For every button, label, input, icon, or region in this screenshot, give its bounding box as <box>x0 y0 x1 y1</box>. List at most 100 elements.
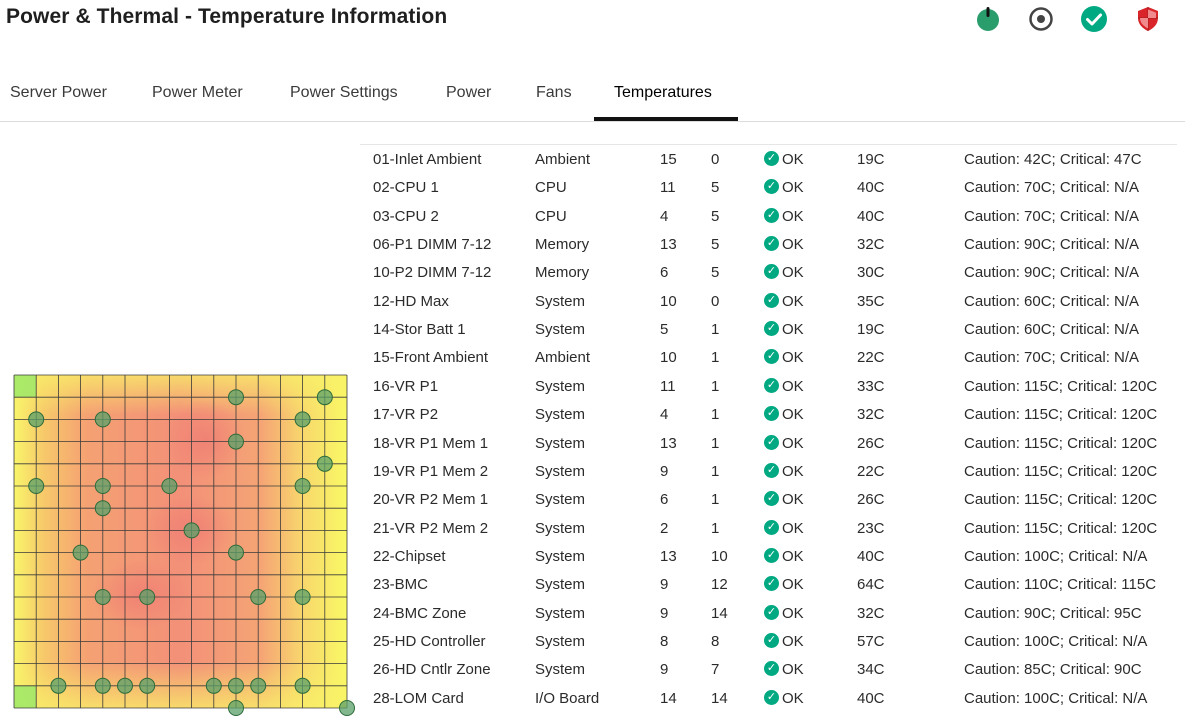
sensor-marker[interactable] <box>294 677 311 694</box>
tab-server-power[interactable]: Server Power <box>10 84 107 101</box>
sensor-marker[interactable] <box>139 677 156 694</box>
sensor-x: 6 <box>660 264 669 282</box>
sensor-reading: 32C <box>857 406 885 424</box>
sensor-name: 10-P2 DIMM 7-12 <box>373 264 492 282</box>
sensor-marker[interactable] <box>250 677 267 694</box>
sensor-reading: 57C <box>857 632 885 650</box>
sensor-marker[interactable] <box>316 389 333 406</box>
sensor-status: OK <box>782 434 804 452</box>
sensor-marker[interactable] <box>228 389 244 406</box>
sensor-x: 6 <box>660 491 669 509</box>
sensor-marker[interactable] <box>28 478 45 494</box>
sensor-x: 13 <box>660 547 677 565</box>
sensor-x: 14 <box>660 689 677 707</box>
sensor-thresholds: Caution: 70C; Critical: N/A <box>964 207 1140 225</box>
health-ok-icon[interactable] <box>1080 5 1108 33</box>
table-row: 03-CPU 2 CPU 4 5 OK 40C Caution: 70C; Critical… <box>360 202 1185 230</box>
sensor-marker[interactable] <box>294 411 311 428</box>
sensor-marker[interactable] <box>250 589 267 605</box>
table-row: 10-P2 DIMM 7-12 Memory 6 5 OK 30C Caution: 90C… <box>360 258 1185 286</box>
sensor-thresholds: Caution: 90C; Critical: 95C <box>964 604 1142 622</box>
sensor-marker[interactable] <box>94 411 111 428</box>
sensor-status: OK <box>782 151 804 168</box>
sensor-reading: 40C <box>857 179 885 197</box>
table-row: 28-LOM Card I/O Board 14 14 OK 40C Caution: 10… <box>360 684 1185 712</box>
sensor-reading: 40C <box>857 689 885 707</box>
table-row: 21-VR P2 Mem 2 System 2 1 OK 23C Caution: 115C… <box>360 514 1185 542</box>
sensor-name: 01-Inlet Ambient <box>373 151 482 168</box>
sensor-marker[interactable] <box>139 589 156 605</box>
sensor-name: 19-VR P1 Mem 2 <box>373 462 489 480</box>
table-row: 19-VR P1 Mem 2 System 9 1 OK 22C Caution: 115C… <box>360 457 1185 485</box>
sensor-status: OK <box>782 491 804 509</box>
sensor-reading: 40C <box>857 207 885 225</box>
sensor-context: Ambient <box>535 349 591 367</box>
sensor-context: System <box>535 434 586 452</box>
sensor-context: System <box>535 604 586 622</box>
sensor-marker[interactable] <box>94 677 111 694</box>
sensor-thresholds: Caution: 70C; Critical: N/A <box>964 349 1140 367</box>
sensor-marker[interactable] <box>228 677 244 694</box>
sensor-status: OK <box>782 349 804 367</box>
tab-power-settings[interactable]: Power Settings <box>290 84 398 101</box>
sensor-name: 24-BMC Zone <box>373 604 467 622</box>
sensor-marker[interactable] <box>294 478 311 494</box>
sensor-status: OK <box>782 207 804 225</box>
sensor-marker[interactable] <box>72 544 89 561</box>
sensor-marker[interactable] <box>50 677 67 694</box>
sensor-x: 11 <box>660 179 676 197</box>
sensor-x: 9 <box>660 661 669 679</box>
sensor-marker[interactable] <box>117 677 133 694</box>
sensor-y: 14 <box>711 689 728 707</box>
status-ok-icon: ✓ <box>764 264 779 280</box>
sensor-thresholds: Caution: 115C; Critical: 120C <box>964 462 1158 480</box>
sensor-y: 5 <box>711 264 720 282</box>
sensor-marker[interactable] <box>316 455 333 472</box>
sensor-marker[interactable] <box>94 589 111 605</box>
sensor-y: 1 <box>711 321 720 339</box>
sensor-name: 23-BMC <box>373 576 429 594</box>
sensor-context: System <box>535 576 586 594</box>
tab-power-meter[interactable]: Power Meter <box>152 84 243 101</box>
sensor-marker[interactable] <box>228 544 244 561</box>
table-row: 24-BMC Zone System 9 14 OK 32C Caution: 90C; C… <box>360 599 1185 627</box>
uid-indicator-icon[interactable] <box>1027 5 1055 33</box>
table-row: 18-VR P1 Mem 1 System 13 1 OK 26C Caution: 115… <box>360 429 1185 457</box>
sensor-thresholds: Caution: 115C; Critical: 120C <box>964 406 1158 424</box>
sensor-x: 10 <box>660 349 677 367</box>
sensor-x: 9 <box>660 576 669 594</box>
sensor-reading: 32C <box>857 604 885 622</box>
sensor-status: OK <box>782 264 804 282</box>
tab-fans[interactable]: Fans <box>536 84 572 101</box>
sensor-marker[interactable] <box>161 478 178 494</box>
status-ok-icon: ✓ <box>764 179 779 195</box>
status-ok-icon: ✓ <box>764 207 779 223</box>
sensor-y: 1 <box>711 349 720 367</box>
temperature-heatmap <box>0 360 360 718</box>
tab-power[interactable]: Power <box>446 84 492 101</box>
sensor-marker[interactable] <box>294 589 311 605</box>
sensor-y: 1 <box>711 406 720 424</box>
sensor-context: System <box>535 462 586 480</box>
sensor-marker[interactable] <box>28 411 45 428</box>
sensor-marker[interactable] <box>183 522 200 539</box>
tab-temperatures[interactable]: Temperatures <box>594 84 738 121</box>
sensor-x: 11 <box>660 377 676 395</box>
sensor-name: 15-Front Ambient <box>373 349 489 367</box>
sensor-marker[interactable] <box>228 433 244 450</box>
status-ok-icon: ✓ <box>764 519 779 535</box>
sensor-marker[interactable] <box>205 677 222 694</box>
security-shield-icon[interactable] <box>1134 5 1162 33</box>
status-ok-icon: ✓ <box>764 689 779 705</box>
status-ok-icon: ✓ <box>764 604 779 620</box>
sensor-marker[interactable] <box>339 700 355 716</box>
sensor-status: OK <box>782 604 804 622</box>
power-status-icon[interactable] <box>974 5 1002 33</box>
sensor-marker[interactable] <box>94 478 111 494</box>
status-ok-icon: ✓ <box>764 406 779 422</box>
sensor-name: 06-P1 DIMM 7-12 <box>373 236 492 254</box>
sensor-marker[interactable] <box>228 700 244 716</box>
sensor-marker[interactable] <box>94 500 111 517</box>
sensor-thresholds: Caution: 115C; Critical: 120C <box>964 434 1158 452</box>
sensor-thresholds: Caution: 85C; Critical: 90C <box>964 661 1142 679</box>
